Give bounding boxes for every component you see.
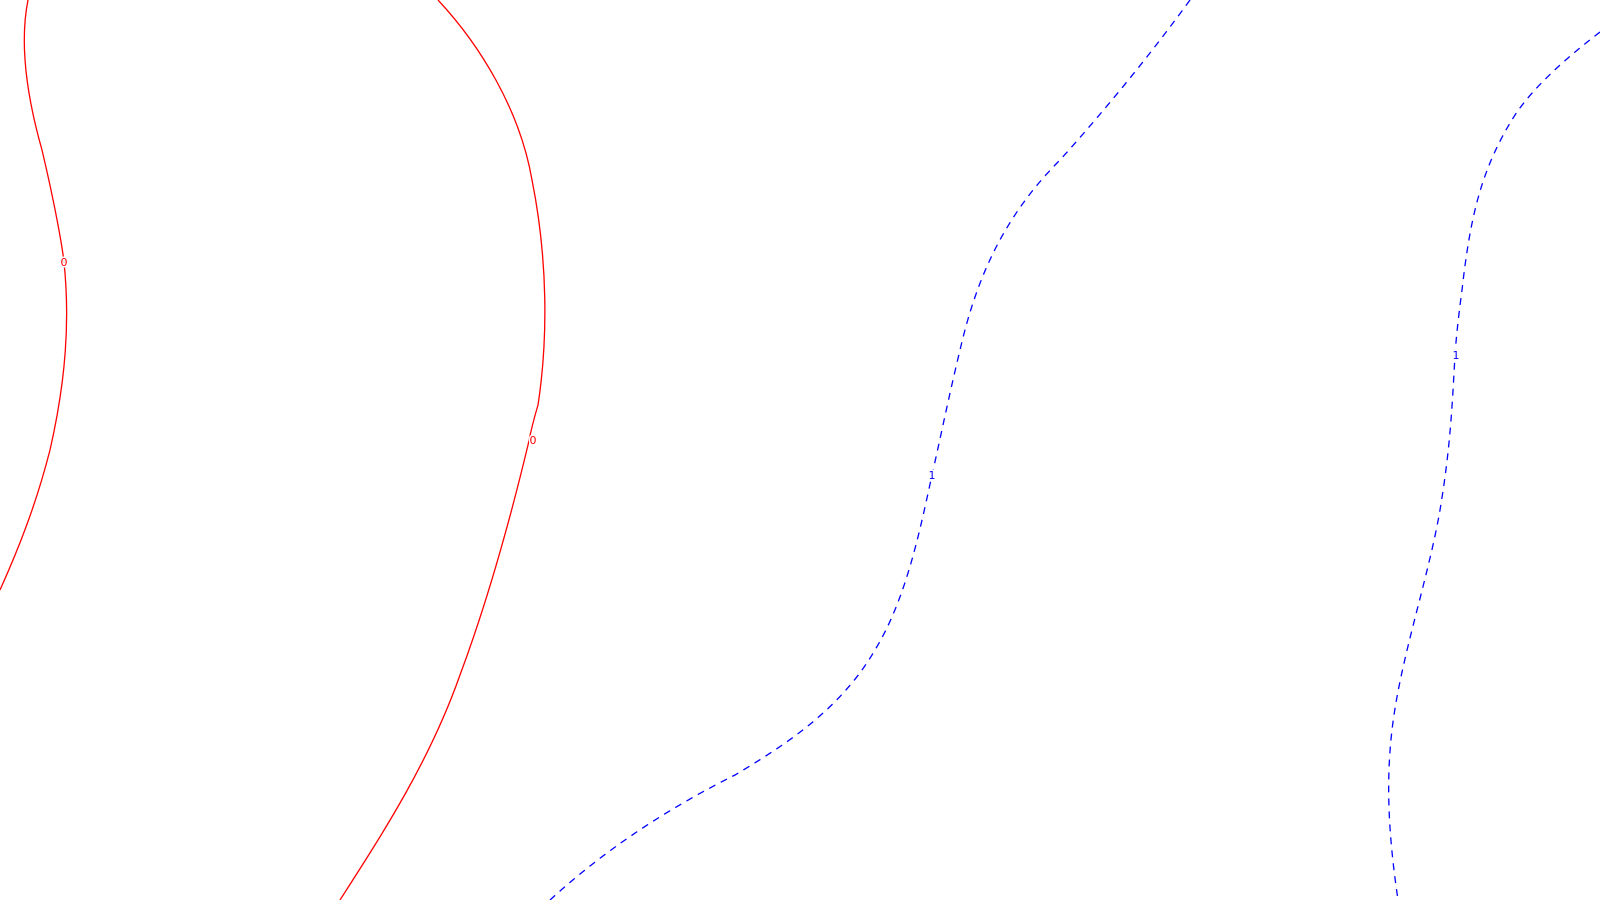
contour-line-one-middle: 1 — [549, 0, 1191, 900]
contour-line-zero-center: 0 — [339, 0, 546, 900]
contour-line-one-right: 1 — [1388, 31, 1600, 900]
contour-label-zero-center: 0 — [530, 434, 537, 447]
contour-label-one-middle: 1 — [929, 469, 936, 482]
contour-line-zero-left: 0 — [0, 0, 69, 591]
contour-label-zero-left: 0 — [61, 256, 68, 269]
contour-label-one-right: 1 — [1453, 349, 1460, 362]
